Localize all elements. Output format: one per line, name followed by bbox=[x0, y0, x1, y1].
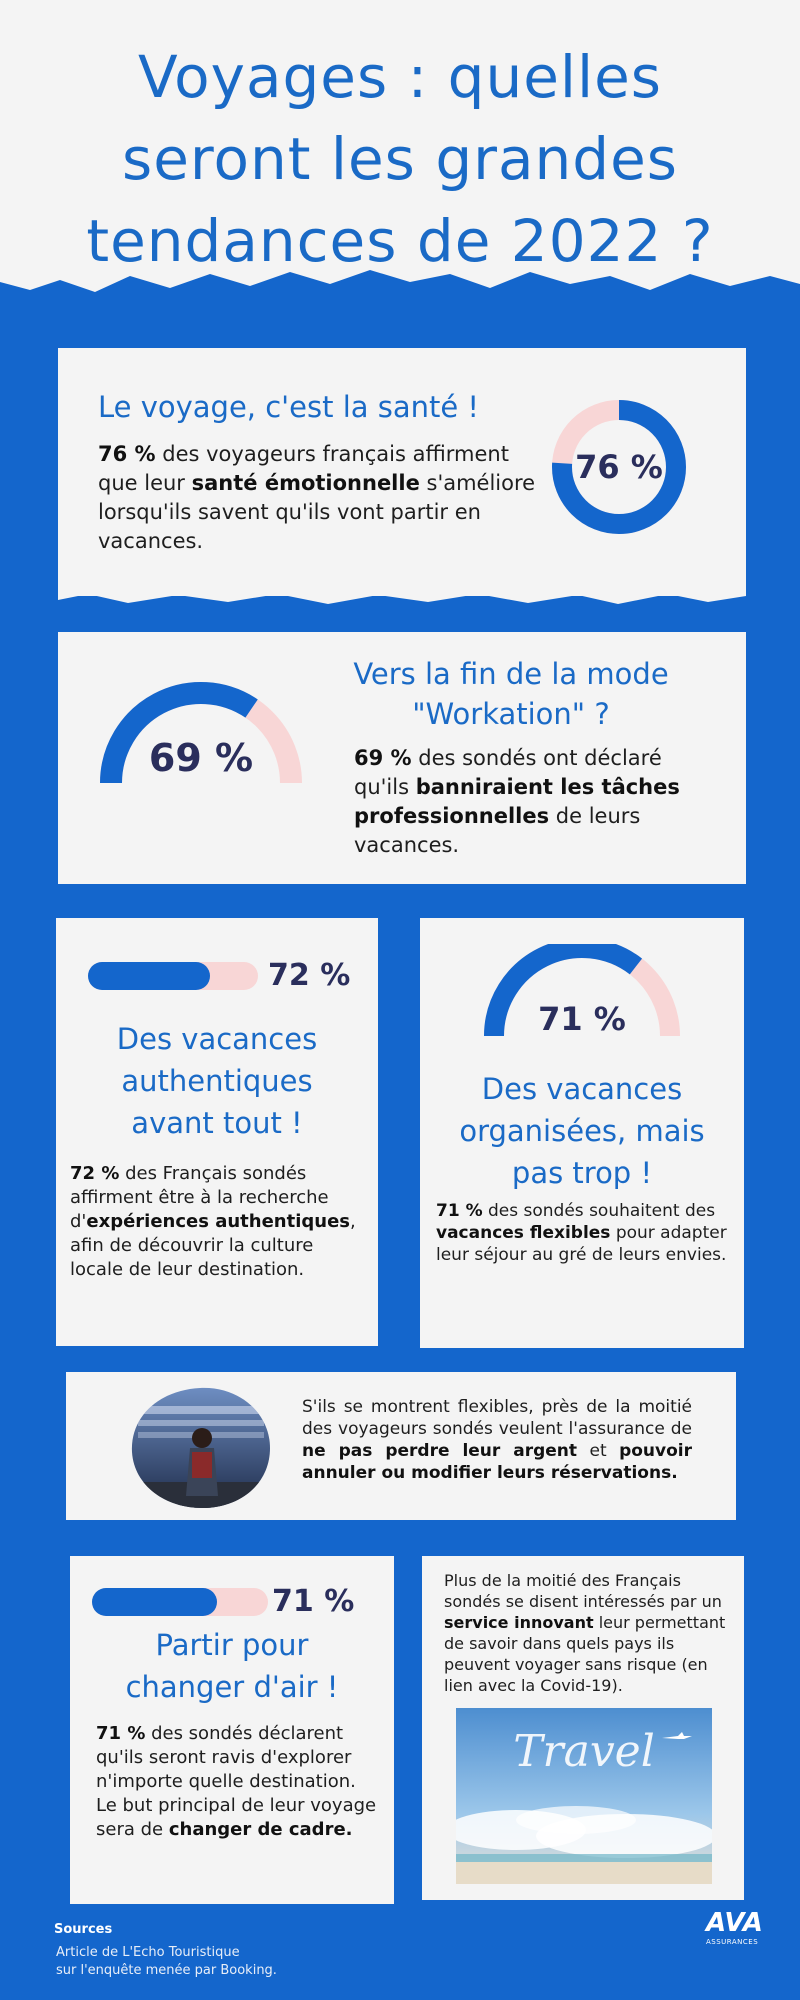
card-sante-pct-inline: 76 % bbox=[98, 442, 156, 466]
card-flexibles-text-c: et bbox=[577, 1441, 620, 1461]
card-sante-text-d: s'améliore lorsqu'ils savent qu'ils vont… bbox=[98, 471, 536, 553]
card-authentiques-text-d: , afin de découvrir la culture locale de… bbox=[70, 1211, 356, 1280]
card-authentiques-text: 72 % des Français sondés affirment être … bbox=[70, 1162, 360, 1282]
progress-fill bbox=[88, 962, 211, 990]
card-flexibles: S'ils se montrent flexibles, près de la … bbox=[66, 1372, 736, 1520]
card-workation: Vers la fin de la mode "Workation" ? 69 … bbox=[58, 632, 746, 884]
torn-edge bbox=[0, 270, 800, 312]
gauge-chart-69 bbox=[100, 682, 302, 784]
source-line-2: sur l'enquête menée par Booking. bbox=[56, 1963, 277, 1978]
card-flexibles-emphasis-2: pouvoir annuler ou modifier leurs réserv… bbox=[302, 1441, 693, 1483]
card-changer-pct: 71 % bbox=[272, 1584, 355, 1619]
gauge-fill bbox=[484, 944, 643, 1037]
progress-bar-72 bbox=[88, 962, 258, 990]
card-organisees-pct: 71 % bbox=[538, 1000, 626, 1038]
card-changer-text-b: des sondés déclarent qu'ils seront ravis… bbox=[96, 1723, 377, 1840]
progress-fill bbox=[92, 1588, 217, 1616]
card-workation-text-b: des sondés ont déclaré qu'ils bbox=[354, 746, 662, 799]
card-organisees-text-d: pour adapter leur séjour au gré de leurs… bbox=[436, 1223, 727, 1265]
gauge-chart-71 bbox=[484, 944, 680, 1037]
card-organisees: 71 % Des vacances organisées, mais pas t… bbox=[420, 918, 744, 1348]
card-sante-text-b: des voyageurs français affirment que leu… bbox=[98, 442, 509, 495]
title-line-3: tendances de 2022 ? bbox=[86, 207, 714, 275]
sky-travel-image: Travel bbox=[456, 1708, 712, 1884]
card-workation-text: 69 % des sondés ont déclaré qu'ils banni… bbox=[354, 744, 714, 860]
ava-logo: AVA ASSURANCES bbox=[706, 1908, 776, 1968]
card-workation-pct-inline: 69 % bbox=[354, 746, 412, 770]
card-organisees-text-b: des sondés souhaitent des bbox=[482, 1201, 716, 1221]
card-sante-heading: Le voyage, c'est la santé ! bbox=[98, 390, 480, 424]
card-changer: 71 % Partir pour changer d'air ! 71 % de… bbox=[70, 1556, 394, 1904]
title-line-1: Voyages : quelles bbox=[137, 43, 663, 111]
source-line-1: Article de L'Echo Touristique bbox=[56, 1945, 240, 1960]
card-flexibles-text: S'ils se montrent flexibles, près de la … bbox=[302, 1396, 692, 1484]
card-flexibles-emphasis-1: ne pas perdre leur argent bbox=[302, 1441, 578, 1461]
sources-text: Article de L'Echo Touristique sur l'enqu… bbox=[56, 1944, 277, 1980]
card-workation-pct: 69 % bbox=[148, 736, 254, 780]
card-sante-emphasis: santé émotionnelle bbox=[191, 471, 420, 495]
title-line-2: seront les grandes bbox=[121, 125, 679, 193]
card-changer-emphasis: changer de cadre. bbox=[168, 1819, 353, 1840]
donut-chart-76 bbox=[552, 400, 686, 534]
card-service-text: Plus de la moitié des Français sondés se… bbox=[444, 1570, 736, 1696]
card-flexibles-text-a: S'ils se montrent flexibles, près de la … bbox=[302, 1397, 692, 1439]
card-organisees-text: 71 % des sondés souhaitent des vacances … bbox=[436, 1200, 736, 1266]
page-title: Voyages : quelles seront les grandes ten… bbox=[40, 36, 760, 282]
card-authentiques-pct: 72 % bbox=[268, 958, 351, 993]
card-changer-pct-inline: 71 % bbox=[96, 1723, 146, 1744]
card-service-text-c: leur permettant de savoir dans quels pay… bbox=[444, 1613, 726, 1695]
donut-fill bbox=[552, 400, 686, 534]
logo-main-text: AVA bbox=[706, 1908, 763, 1938]
card-organisees-emphasis: vacances flexibles bbox=[436, 1223, 611, 1243]
card-authentiques-pct-inline: 72 % bbox=[70, 1163, 120, 1184]
card-authentiques-text-b: des Français sondés affirment être à la … bbox=[70, 1163, 329, 1232]
gauge-fill bbox=[100, 682, 258, 784]
sources-title: Sources bbox=[54, 1922, 113, 1937]
card-service: Plus de la moitié des Français sondés se… bbox=[422, 1556, 744, 1900]
card-service-emphasis: service innovant bbox=[444, 1613, 594, 1632]
card-organisees-pct-inline: 71 % bbox=[436, 1201, 483, 1221]
card-workation-emphasis: banniraient les tâches professionnelles bbox=[354, 775, 680, 828]
card-authentiques-heading: Des vacances authentiques avant tout ! bbox=[116, 1022, 318, 1140]
card-authentiques: 72 % Des vacances authentiques avant tou… bbox=[56, 918, 378, 1346]
travel-sky-text: Travel bbox=[513, 1726, 655, 1777]
progress-bar-71 bbox=[92, 1588, 268, 1616]
card-sante: Le voyage, c'est la santé ! 76 % des voy… bbox=[58, 348, 746, 604]
card-service-text-a: Plus de la moitié des Français sondés se… bbox=[444, 1571, 722, 1611]
airport-traveler-image bbox=[131, 1387, 271, 1508]
card-workation-heading: Vers la fin de la mode "Workation" ? bbox=[353, 657, 669, 731]
card-sante-pct: 76 % bbox=[575, 448, 663, 486]
card-sante-text: 76 % des voyageurs français affirment qu… bbox=[98, 440, 538, 556]
card-organisees-heading: Des vacances organisées, mais pas trop ! bbox=[459, 1072, 705, 1190]
logo-sub-text: ASSURANCES bbox=[706, 1938, 759, 1946]
title-band bbox=[0, 0, 800, 312]
card-workation-text-d: de leurs vacances. bbox=[354, 804, 641, 857]
card-authentiques-emphasis: expériences authentiques bbox=[86, 1211, 351, 1232]
torn-edge bbox=[58, 586, 746, 604]
card-changer-heading: Partir pour changer d'air ! bbox=[125, 1628, 339, 1704]
airplane-icon bbox=[662, 1732, 692, 1739]
card-changer-text: 71 % des sondés déclarent qu'ils seront … bbox=[96, 1722, 380, 1842]
